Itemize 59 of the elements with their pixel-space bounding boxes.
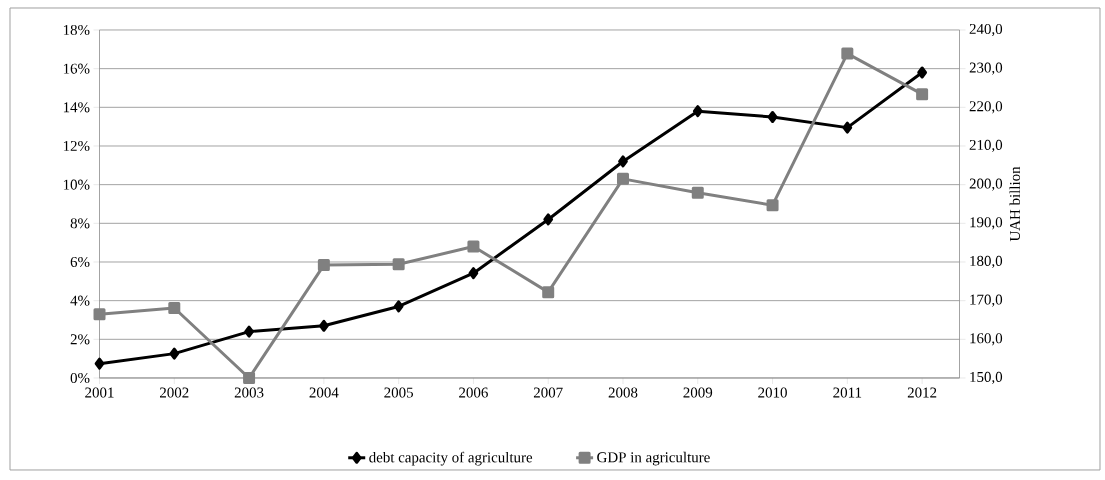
legend-label: debt capacity of agriculture bbox=[369, 451, 533, 466]
x-tick-label: 2011 bbox=[833, 387, 862, 398]
point bbox=[917, 66, 927, 79]
point bbox=[542, 286, 555, 299]
y2-tick-label: 160,0 bbox=[970, 333, 1003, 346]
y-tick-label: 0% bbox=[70, 372, 90, 384]
point bbox=[243, 371, 256, 384]
point bbox=[691, 186, 704, 199]
point bbox=[468, 267, 479, 280]
y2-tick-label: 230,0 bbox=[969, 62, 1003, 75]
y-tick-label: 18% bbox=[63, 24, 90, 36]
x-tick-label: 2008 bbox=[608, 387, 638, 398]
point bbox=[767, 110, 778, 123]
point bbox=[94, 357, 105, 370]
x-tick-label: 2004 bbox=[309, 387, 339, 398]
x-tick-label: 2009 bbox=[683, 387, 713, 398]
point bbox=[841, 47, 854, 60]
y-tick-label: 4% bbox=[70, 295, 90, 306]
y2-tick-label: 220,0 bbox=[969, 101, 1003, 114]
x-tick-label: 2010 bbox=[758, 387, 787, 398]
point bbox=[393, 300, 404, 313]
point bbox=[766, 199, 779, 212]
y2-tick-label: 240,0 bbox=[969, 23, 1003, 37]
point bbox=[244, 325, 254, 338]
legend-label: GDP in agriculture bbox=[597, 451, 710, 466]
y-tick-label: 12% bbox=[63, 140, 90, 152]
x-tick-label: 2007 bbox=[533, 387, 563, 398]
x-tick-label: 2003 bbox=[234, 387, 264, 398]
y2-tick-label: 170,0 bbox=[970, 294, 1003, 307]
point bbox=[317, 259, 330, 272]
y2-tick-label: 210,0 bbox=[969, 139, 1003, 153]
point bbox=[616, 172, 629, 185]
y-tick-label: 16% bbox=[63, 63, 90, 74]
point bbox=[916, 88, 929, 101]
y2-tick-label: 180,0 bbox=[970, 255, 1003, 269]
point bbox=[318, 319, 329, 332]
point bbox=[618, 155, 628, 168]
y2-tick-label: 200,0 bbox=[969, 178, 1003, 191]
y-tick-label: 14% bbox=[63, 102, 90, 113]
x-tick-label: 2001 bbox=[85, 387, 114, 398]
y2-tick-label: 190,0 bbox=[970, 217, 1003, 230]
x-tick-label: 2005 bbox=[384, 387, 413, 398]
point bbox=[168, 302, 181, 314]
y-tick-label: 10% bbox=[63, 179, 90, 190]
point bbox=[93, 308, 106, 321]
y-tick-label: 8% bbox=[70, 218, 90, 229]
point bbox=[169, 347, 180, 360]
point bbox=[842, 121, 853, 134]
point bbox=[543, 213, 554, 226]
y-tick-label: 2% bbox=[70, 334, 90, 345]
x-tick-label: 2006 bbox=[459, 387, 488, 398]
point bbox=[392, 258, 405, 271]
y-tick-label: 6% bbox=[70, 256, 90, 268]
point bbox=[467, 240, 480, 253]
x-tick-label: 2012 bbox=[907, 387, 937, 398]
point bbox=[692, 105, 703, 118]
x-tick-label: 2002 bbox=[160, 387, 189, 398]
y2-tick-label: 150,0 bbox=[970, 371, 1003, 385]
y2-axis-title: UAH billion bbox=[1009, 166, 1021, 242]
